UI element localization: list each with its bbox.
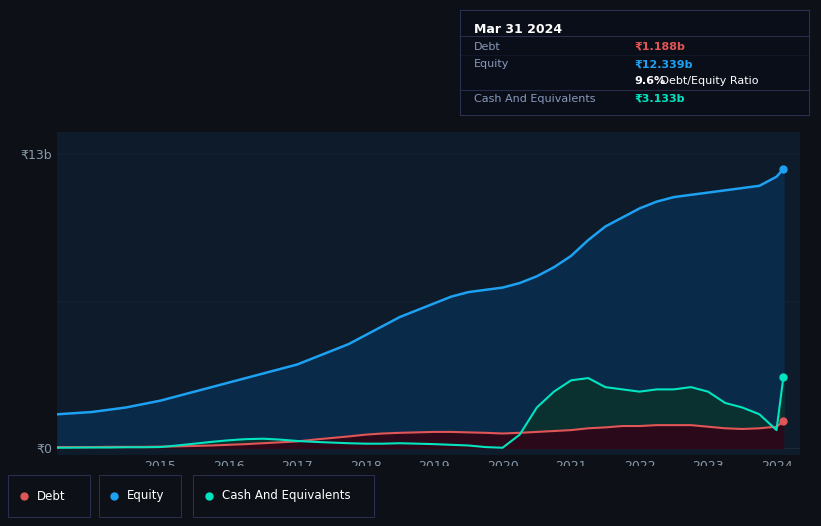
Text: Equity: Equity xyxy=(474,59,509,69)
Text: ₹3.133b: ₹3.133b xyxy=(635,94,685,104)
FancyBboxPatch shape xyxy=(193,475,374,517)
Text: Debt: Debt xyxy=(37,490,66,502)
Text: Equity: Equity xyxy=(127,490,165,502)
Text: ₹12.339b: ₹12.339b xyxy=(635,59,693,69)
Text: Cash And Equivalents: Cash And Equivalents xyxy=(474,94,595,104)
Text: Debt: Debt xyxy=(474,42,501,52)
Text: 9.6%: 9.6% xyxy=(635,76,665,86)
Text: Cash And Equivalents: Cash And Equivalents xyxy=(222,490,351,502)
FancyBboxPatch shape xyxy=(8,475,90,517)
FancyBboxPatch shape xyxy=(99,475,181,517)
Text: Mar 31 2024: Mar 31 2024 xyxy=(474,23,562,36)
Text: Debt/Equity Ratio: Debt/Equity Ratio xyxy=(657,76,759,86)
Text: ₹1.188b: ₹1.188b xyxy=(635,42,685,52)
